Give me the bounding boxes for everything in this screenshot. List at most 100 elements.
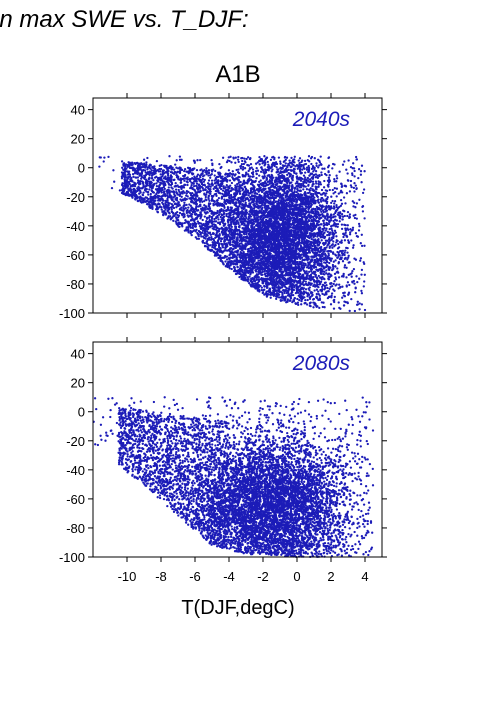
scatter-point xyxy=(344,185,348,188)
scatter-point xyxy=(218,162,221,166)
scatter-point xyxy=(153,203,156,206)
scatter-point xyxy=(313,289,316,292)
scatter-point xyxy=(346,251,349,254)
scatter-point xyxy=(335,180,338,183)
scatter-point xyxy=(320,239,323,242)
scatter-point xyxy=(352,279,356,283)
scatter-point xyxy=(332,282,335,286)
scatter-point xyxy=(179,198,182,201)
scatter-point xyxy=(248,281,251,285)
scatter-point xyxy=(317,290,320,293)
scatter-point xyxy=(258,155,261,159)
scatter-point xyxy=(201,229,205,232)
scatter-point xyxy=(340,256,343,259)
scatter-point xyxy=(207,247,210,250)
scatter-point xyxy=(325,227,328,230)
scatter-point xyxy=(246,196,249,200)
scatter-point xyxy=(322,219,325,222)
scatter-point xyxy=(225,258,229,261)
scatter-point xyxy=(310,237,313,241)
scatter-point xyxy=(332,205,336,208)
scatter-point xyxy=(238,275,241,279)
scatter-point xyxy=(319,183,323,186)
scatter-point xyxy=(174,182,177,185)
scatter-point xyxy=(122,190,125,193)
scatter-point xyxy=(345,284,348,287)
scatter-point xyxy=(296,180,299,183)
scatter-point xyxy=(204,195,207,199)
scatter-point xyxy=(322,224,325,227)
scatter-point xyxy=(353,175,356,178)
scatter-point xyxy=(335,177,339,180)
scatter-point xyxy=(315,288,319,291)
scatter-point xyxy=(221,189,225,192)
scatter-point xyxy=(337,246,341,249)
scatter-point xyxy=(249,178,253,181)
scatter-point xyxy=(320,171,323,174)
scatter-point xyxy=(315,182,318,185)
scatter-point xyxy=(332,240,335,243)
scatter-point xyxy=(237,160,240,164)
scatter-point xyxy=(225,184,228,187)
scatter-point xyxy=(204,237,207,240)
scatter-point xyxy=(357,229,361,232)
scatter-point xyxy=(207,179,211,182)
scatter-point xyxy=(160,208,163,211)
scatter-point xyxy=(239,251,242,254)
scatter-point xyxy=(295,289,299,292)
scatter-point xyxy=(254,249,258,253)
scatter-point xyxy=(353,282,356,285)
scatter-point xyxy=(293,190,296,193)
scatter-point xyxy=(340,183,343,186)
scatter-point xyxy=(208,199,211,202)
scatter-point xyxy=(221,156,225,159)
scatter-point xyxy=(329,275,332,278)
scatter-point xyxy=(352,244,355,247)
scatter-point xyxy=(238,239,241,243)
scatter-point xyxy=(276,170,279,174)
scatter-point xyxy=(159,173,162,176)
scatter-point xyxy=(325,269,328,272)
scatter-point xyxy=(237,222,240,226)
scatter-point xyxy=(341,285,344,288)
scatter-point xyxy=(318,264,321,267)
scatter-point xyxy=(307,184,310,187)
scatter-point xyxy=(339,198,343,202)
scatter-point xyxy=(209,174,212,177)
scatter-point xyxy=(107,155,110,159)
scatter-point xyxy=(306,298,309,302)
scatter-point xyxy=(236,182,239,186)
scatter-point xyxy=(223,206,226,209)
scatter-point xyxy=(191,224,194,227)
scatter-point xyxy=(183,201,186,204)
scatter-point xyxy=(298,163,301,166)
scatter-point xyxy=(219,166,222,170)
scatter-point xyxy=(282,165,285,168)
scatter-point xyxy=(223,199,227,203)
scatter-point xyxy=(183,221,186,225)
scatter-point xyxy=(360,268,364,272)
scatter-point xyxy=(363,273,366,276)
scatter-point xyxy=(343,214,346,218)
scatter-point xyxy=(279,162,282,165)
scatter-point xyxy=(339,204,343,207)
scatter-point xyxy=(161,201,164,204)
scatter-point xyxy=(206,190,209,193)
scatter-point xyxy=(321,236,324,239)
scatter-point xyxy=(220,220,224,223)
scatter-point xyxy=(152,191,156,194)
scatter-point xyxy=(156,180,160,183)
scatter-point xyxy=(192,229,195,233)
scatter-point xyxy=(343,291,346,294)
scenario-title: A1B xyxy=(215,61,260,88)
scatter-point xyxy=(256,169,260,172)
scatter-point xyxy=(272,289,275,292)
scatter-point xyxy=(306,211,309,214)
scatter-point xyxy=(209,238,213,241)
scatter-point xyxy=(331,199,334,203)
scatter-point xyxy=(360,289,363,293)
scatter-point xyxy=(238,175,241,179)
scatter-point xyxy=(307,170,310,174)
scatter-point xyxy=(361,191,365,195)
scatter-point xyxy=(325,284,328,287)
